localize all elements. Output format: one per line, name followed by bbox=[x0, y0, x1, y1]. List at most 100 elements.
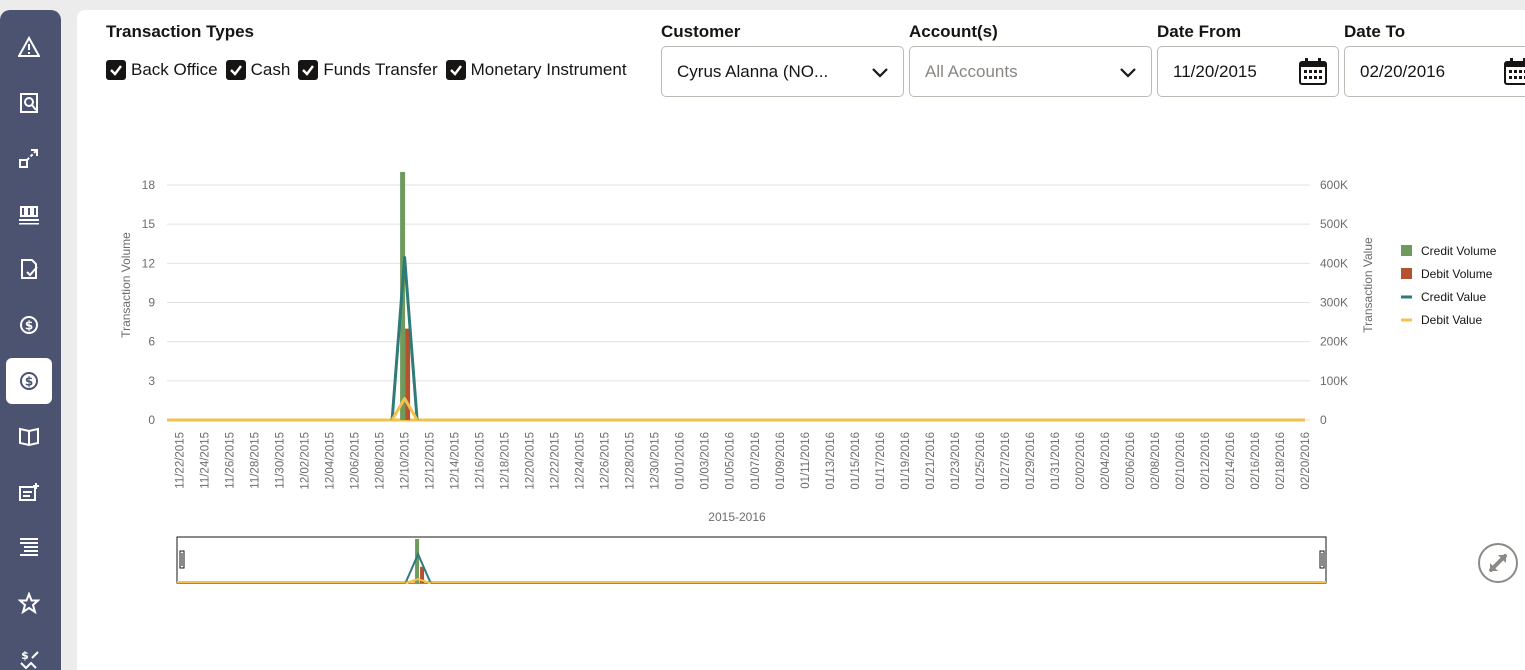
y-left-tick-label: 15 bbox=[142, 217, 156, 231]
calendar-icon[interactable] bbox=[1298, 57, 1328, 87]
x-tick-label: 02/20/2016 bbox=[1300, 432, 1312, 490]
overview-credit-volume-bar bbox=[415, 539, 420, 583]
x-tick-label: 12/24/2015 bbox=[575, 432, 587, 490]
debit-value-line bbox=[390, 396, 419, 421]
date-to-value: 02/20/2016 bbox=[1360, 61, 1446, 81]
currency-cycle-icon: $ bbox=[20, 316, 38, 334]
x-tick-label: 11/26/2015 bbox=[225, 432, 237, 489]
overview-range-selector bbox=[176, 536, 1327, 584]
rail-button-alert[interactable] bbox=[6, 24, 52, 70]
checkbox-funds-transfer[interactable]: Funds Transfer bbox=[298, 60, 438, 80]
transaction-type-checkboxes: Back Office Cash Funds Transfer Monetary In… bbox=[106, 60, 635, 80]
x-tick-label: 12/18/2015 bbox=[500, 432, 512, 490]
x-tick-label: 12/14/2015 bbox=[450, 432, 462, 490]
y-left-tick-label: 0 bbox=[148, 413, 155, 427]
legend-swatch-debit-value bbox=[1401, 318, 1412, 322]
x-tick-label: 02/06/2016 bbox=[1125, 432, 1137, 490]
x-tick-label: 01/07/2016 bbox=[750, 432, 762, 490]
checkbox-cash[interactable]: Cash bbox=[225, 60, 291, 80]
search-profile-icon bbox=[20, 92, 38, 113]
currency-exchange-icon: $ bbox=[20, 371, 38, 390]
chevron-down-icon bbox=[1120, 67, 1136, 78]
x-tick-label: 01/31/2016 bbox=[1050, 432, 1062, 490]
svg-text:$: $ bbox=[25, 319, 33, 333]
rail-button-money-transfer[interactable]: $ bbox=[6, 636, 52, 670]
x-tick-label: 01/15/2016 bbox=[850, 432, 862, 490]
svg-text:$: $ bbox=[21, 649, 29, 662]
customer-label: Customer bbox=[661, 22, 741, 41]
checkbox-label: Funds Transfer bbox=[323, 60, 438, 79]
x-tick-label: 01/05/2016 bbox=[725, 432, 737, 490]
date-from-input[interactable]: 11/20/2015 bbox=[1157, 46, 1339, 97]
x-tick-label: 01/03/2016 bbox=[700, 432, 712, 490]
x-tick-label: 12/10/2015 bbox=[400, 432, 412, 490]
checkbox-label: Monetary Instrument bbox=[470, 60, 627, 79]
x-tick-label: 01/23/2016 bbox=[950, 432, 962, 490]
transaction-types-label: Transaction Types bbox=[106, 22, 255, 41]
money-transfer-icon: $ bbox=[20, 649, 39, 670]
x-tick-label: 01/27/2016 bbox=[1000, 432, 1012, 490]
legend-swatch-debit-volume bbox=[1401, 268, 1412, 279]
accounts-select[interactable]: All Accounts bbox=[909, 46, 1152, 97]
x-tick-label: 01/25/2016 bbox=[975, 432, 987, 490]
overview-debit-volume-bar bbox=[420, 566, 425, 583]
legend-label-credit-volume: Credit Volume bbox=[1421, 244, 1497, 258]
add-event-icon bbox=[19, 482, 39, 501]
customer-select[interactable]: Cyrus Alanna (NO... bbox=[661, 46, 904, 97]
checkbox-checked-icon[interactable] bbox=[106, 60, 126, 80]
rail-button-currency-exchange[interactable]: $ bbox=[6, 357, 52, 404]
checkbox-label: Cash bbox=[250, 60, 291, 79]
x-tick-label: 02/18/2016 bbox=[1275, 432, 1287, 490]
checkbox-checked-icon[interactable] bbox=[225, 60, 246, 80]
rail-button-list[interactable] bbox=[6, 524, 52, 570]
x-tick-label: 01/13/2016 bbox=[825, 432, 837, 490]
x-tick-label: 01/29/2016 bbox=[1025, 432, 1037, 490]
checkbox-monetary-instrument[interactable]: Monetary Instrument bbox=[445, 60, 627, 80]
svg-text:$: $ bbox=[25, 374, 33, 388]
expand-button[interactable] bbox=[1478, 543, 1518, 583]
overview-debit-value-line bbox=[405, 578, 431, 584]
x-tick-label: 12/26/2015 bbox=[600, 432, 612, 490]
x-tick-label: 02/16/2016 bbox=[1250, 432, 1262, 490]
x-tick-label: 01/09/2016 bbox=[775, 432, 787, 490]
x-tick-label: 12/28/2015 bbox=[625, 432, 637, 490]
checkbox-back-office[interactable]: Back Office bbox=[106, 60, 218, 80]
rail-button-currency-cycle[interactable]: $ bbox=[6, 302, 52, 348]
overview-credit-value-line bbox=[404, 551, 432, 584]
chevron-down-icon bbox=[872, 67, 888, 78]
x-tick-label: 12/06/2015 bbox=[350, 432, 362, 490]
x-tick-label: 02/02/2016 bbox=[1075, 432, 1087, 490]
rail-button-book[interactable] bbox=[6, 413, 52, 459]
rail-button-network-star[interactable] bbox=[6, 580, 52, 626]
checkbox-checked-icon[interactable] bbox=[445, 60, 466, 80]
rail-button-org-chart[interactable] bbox=[6, 191, 52, 237]
rail-button-add-event[interactable] bbox=[6, 469, 52, 515]
x-tick-label: 12/02/2015 bbox=[300, 432, 312, 490]
rail-button-search-profile[interactable] bbox=[6, 80, 52, 126]
document-check-icon bbox=[21, 259, 38, 280]
x-tick-label: 12/30/2015 bbox=[650, 432, 662, 490]
x-tick-label: 12/20/2015 bbox=[525, 432, 537, 490]
checkbox-checked-icon[interactable] bbox=[298, 60, 319, 80]
x-tick-label: 01/19/2016 bbox=[900, 432, 912, 490]
rail-button-document-check[interactable] bbox=[6, 246, 52, 292]
legend-swatch-credit-volume bbox=[1401, 245, 1412, 256]
y-left-tick-label: 12 bbox=[142, 256, 156, 270]
date-from-label: Date From bbox=[1157, 22, 1242, 41]
y-right-tick-label: 500K bbox=[1320, 217, 1348, 231]
calendar-icon[interactable] bbox=[1503, 57, 1525, 87]
x-tick-label: 02/12/2016 bbox=[1200, 432, 1212, 490]
x-tick-label: 01/21/2016 bbox=[925, 432, 937, 490]
y-right-tick-label: 400K bbox=[1320, 256, 1348, 270]
list-icon bbox=[20, 538, 38, 557]
y-left-tick-label: 3 bbox=[148, 374, 155, 388]
date-to-input[interactable]: 02/20/2016 bbox=[1344, 46, 1525, 97]
alert-icon bbox=[18, 36, 40, 57]
y-left-tick-label: 18 bbox=[142, 178, 156, 192]
x-tick-label: 12/08/2015 bbox=[375, 432, 387, 490]
rail-button-link-analysis[interactable] bbox=[6, 135, 52, 181]
x-tick-label: 11/24/2015 bbox=[200, 432, 212, 489]
network-star-icon bbox=[18, 592, 40, 614]
x-tick-label: 11/30/2015 bbox=[275, 432, 287, 489]
